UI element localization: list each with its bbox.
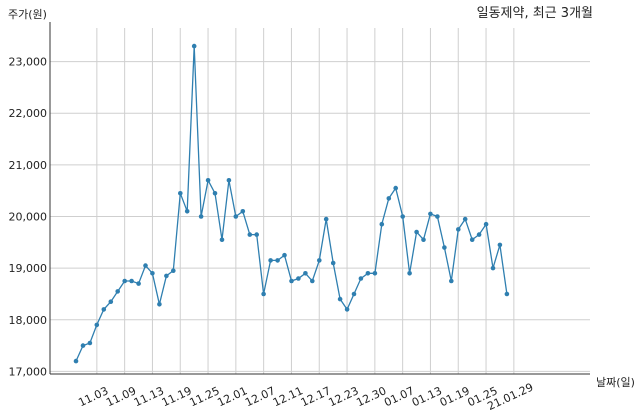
data-point bbox=[178, 191, 183, 196]
data-point bbox=[254, 232, 259, 237]
data-point bbox=[73, 358, 79, 364]
data-point bbox=[198, 214, 204, 219]
data-point bbox=[164, 273, 169, 279]
data-point bbox=[136, 281, 141, 286]
data-point bbox=[282, 252, 287, 258]
data-point bbox=[407, 271, 412, 276]
data-point bbox=[261, 291, 266, 297]
y-tick-labels: 17,000 18,000 19,000 20,000 21,000 22,000 23,0… bbox=[9, 56, 48, 379]
data-point bbox=[358, 276, 364, 281]
data-point bbox=[365, 271, 371, 276]
data-point bbox=[205, 178, 211, 183]
data-point bbox=[275, 258, 280, 263]
data-point bbox=[94, 322, 100, 328]
data-point bbox=[442, 245, 447, 250]
data-point bbox=[435, 214, 440, 219]
data-point bbox=[351, 291, 357, 297]
data-point bbox=[317, 258, 322, 263]
data-point bbox=[400, 214, 406, 219]
data-point bbox=[212, 191, 218, 196]
data-point bbox=[323, 216, 329, 222]
data-point bbox=[122, 278, 127, 284]
data-point bbox=[143, 263, 148, 268]
data-point bbox=[108, 299, 114, 305]
data-point bbox=[226, 178, 232, 183]
data-point bbox=[191, 43, 197, 49]
y-tick-label: 23,000 bbox=[9, 56, 48, 69]
y-axis-label: 주가(원) bbox=[8, 8, 47, 21]
data-point bbox=[428, 211, 433, 217]
y-tick-label: 20,000 bbox=[9, 210, 48, 223]
data-point bbox=[330, 260, 336, 266]
x-axis-label: 날짜(일) bbox=[596, 375, 635, 389]
data-point bbox=[233, 214, 239, 219]
data-point bbox=[337, 296, 343, 302]
data-point bbox=[344, 307, 350, 312]
data-point bbox=[504, 291, 510, 297]
y-tick-label: 18,000 bbox=[9, 314, 48, 327]
data-point bbox=[80, 343, 86, 348]
y-tick-label: 19,000 bbox=[9, 262, 48, 275]
y-tick-label: 17,000 bbox=[9, 365, 48, 378]
grid-lines bbox=[50, 28, 590, 374]
data-point bbox=[129, 278, 134, 284]
data-point bbox=[393, 185, 399, 191]
data-point bbox=[219, 237, 225, 242]
data-point bbox=[490, 265, 496, 271]
data-point bbox=[171, 268, 176, 274]
data-point bbox=[476, 232, 482, 237]
data-point bbox=[372, 271, 378, 276]
data-point bbox=[469, 237, 475, 242]
data-point bbox=[303, 271, 308, 276]
price-series bbox=[73, 43, 510, 364]
data-point bbox=[240, 209, 246, 214]
data-point bbox=[386, 196, 392, 201]
y-tick-label: 21,000 bbox=[9, 159, 48, 172]
data-point bbox=[289, 278, 294, 284]
data-point bbox=[456, 227, 461, 232]
data-point bbox=[115, 289, 120, 294]
data-point bbox=[150, 271, 155, 276]
data-point bbox=[268, 258, 273, 263]
axes bbox=[49, 22, 590, 375]
chart-title: 일동제약, 최근 3개월 bbox=[477, 6, 593, 21]
data-point bbox=[157, 302, 162, 307]
data-point bbox=[296, 276, 301, 281]
data-point bbox=[184, 209, 190, 214]
data-point bbox=[247, 232, 253, 237]
x-tick-labels: 11.0311.0911.1311.1911.2512.0112.0712.11… bbox=[76, 381, 535, 413]
data-point bbox=[483, 221, 489, 227]
data-point bbox=[462, 216, 468, 222]
data-point bbox=[414, 229, 419, 235]
data-point bbox=[310, 278, 315, 284]
data-point bbox=[101, 307, 107, 312]
data-point bbox=[449, 278, 454, 284]
data-point bbox=[379, 221, 385, 227]
data-point bbox=[87, 340, 93, 346]
y-tick-label: 22,000 bbox=[9, 107, 48, 120]
data-point bbox=[421, 237, 426, 242]
data-point bbox=[497, 242, 503, 248]
